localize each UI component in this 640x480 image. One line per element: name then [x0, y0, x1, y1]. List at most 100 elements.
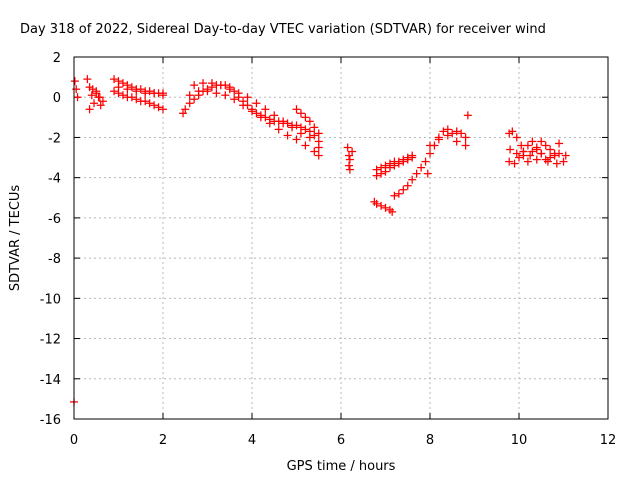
data-point — [261, 105, 270, 114]
data-point — [301, 141, 310, 150]
data-point — [190, 95, 199, 104]
data-point — [314, 151, 323, 160]
y-tick-label: -8 — [48, 252, 61, 267]
data-point — [310, 123, 319, 132]
data-point — [390, 161, 399, 170]
data-point — [390, 191, 399, 200]
data-point — [283, 119, 292, 128]
x-tick-label: 4 — [248, 433, 256, 448]
data-point — [310, 131, 319, 140]
data-point — [403, 181, 412, 190]
y-tick-label: -10 — [40, 292, 61, 307]
data-point — [85, 105, 94, 114]
data-point — [345, 165, 354, 174]
data-point — [510, 159, 519, 168]
data-point — [159, 105, 167, 114]
data-point — [439, 127, 448, 136]
data-point — [252, 99, 261, 108]
data-point — [550, 149, 559, 158]
data-point — [243, 93, 252, 102]
data-point — [292, 135, 301, 144]
data-point — [372, 199, 381, 208]
data-points — [70, 75, 570, 406]
data-point — [150, 89, 159, 98]
data-point — [559, 157, 568, 166]
x-tick-label: 10 — [511, 433, 528, 448]
data-point — [515, 153, 523, 162]
data-point — [377, 169, 386, 178]
data-point — [87, 91, 96, 100]
data-point — [225, 85, 234, 94]
data-point — [448, 129, 457, 138]
data-point — [417, 163, 426, 172]
data-point — [541, 141, 550, 150]
data-point — [203, 87, 212, 96]
y-tick-label: -14 — [40, 373, 61, 388]
data-point — [127, 93, 136, 102]
chart-title: Day 318 of 2022, Sidereal Day-to-day VTE… — [20, 22, 546, 37]
data-point — [123, 85, 132, 94]
data-point — [463, 111, 472, 120]
data-point — [452, 137, 461, 146]
data-point — [517, 141, 526, 150]
data-point — [185, 91, 194, 100]
data-point — [377, 201, 386, 210]
data-point — [194, 87, 203, 96]
data-point — [185, 99, 194, 108]
data-point — [90, 99, 99, 108]
data-point — [394, 159, 403, 168]
data-point — [288, 123, 297, 132]
data-point — [512, 149, 521, 158]
y-tick-label: -4 — [48, 172, 61, 187]
data-point — [98, 97, 107, 106]
data-point — [212, 89, 221, 98]
data-point — [423, 169, 432, 178]
data-point — [274, 125, 283, 134]
data-point — [292, 105, 301, 114]
data-point — [512, 133, 521, 142]
data-point — [154, 103, 163, 112]
data-point — [95, 93, 104, 102]
data-point — [561, 151, 570, 160]
data-point — [532, 145, 541, 154]
data-point — [345, 161, 354, 170]
data-point — [305, 117, 314, 126]
data-point — [528, 137, 537, 146]
y-axis-label: SDTVAR / TECUs — [8, 185, 23, 292]
data-point — [83, 75, 92, 84]
y-tick-label: 2 — [53, 51, 61, 66]
data-point — [555, 139, 564, 148]
data-point — [343, 143, 352, 152]
data-point — [179, 109, 188, 118]
tick-labels: 0 2 4 6 8 10 12 -16 -14 -12 -10 -8 -6 -4 -2 0 2 — [40, 51, 617, 448]
data-point — [150, 101, 159, 110]
data-point — [118, 79, 127, 88]
y-tick-label: -12 — [40, 333, 61, 348]
data-point — [230, 95, 239, 104]
data-point — [426, 149, 434, 158]
x-tick-label: 8 — [426, 433, 434, 448]
data-point — [252, 109, 261, 118]
data-point — [537, 137, 546, 146]
data-point — [136, 85, 145, 94]
data-point — [190, 81, 199, 90]
data-point — [265, 119, 274, 128]
data-point — [279, 117, 288, 126]
data-point — [519, 147, 528, 156]
data-point — [301, 113, 310, 122]
data-point — [399, 157, 408, 166]
data-point — [207, 79, 216, 88]
x-tick-label: 2 — [159, 433, 167, 448]
data-point — [159, 91, 167, 100]
plot-border — [73, 56, 609, 420]
data-point — [505, 157, 514, 166]
data-point — [181, 105, 190, 114]
data-point — [239, 101, 248, 110]
data-point — [296, 109, 305, 118]
data-point — [216, 81, 225, 90]
data-point — [110, 75, 119, 84]
data-point — [421, 157, 430, 166]
data-point — [348, 147, 357, 156]
data-point — [92, 89, 101, 98]
